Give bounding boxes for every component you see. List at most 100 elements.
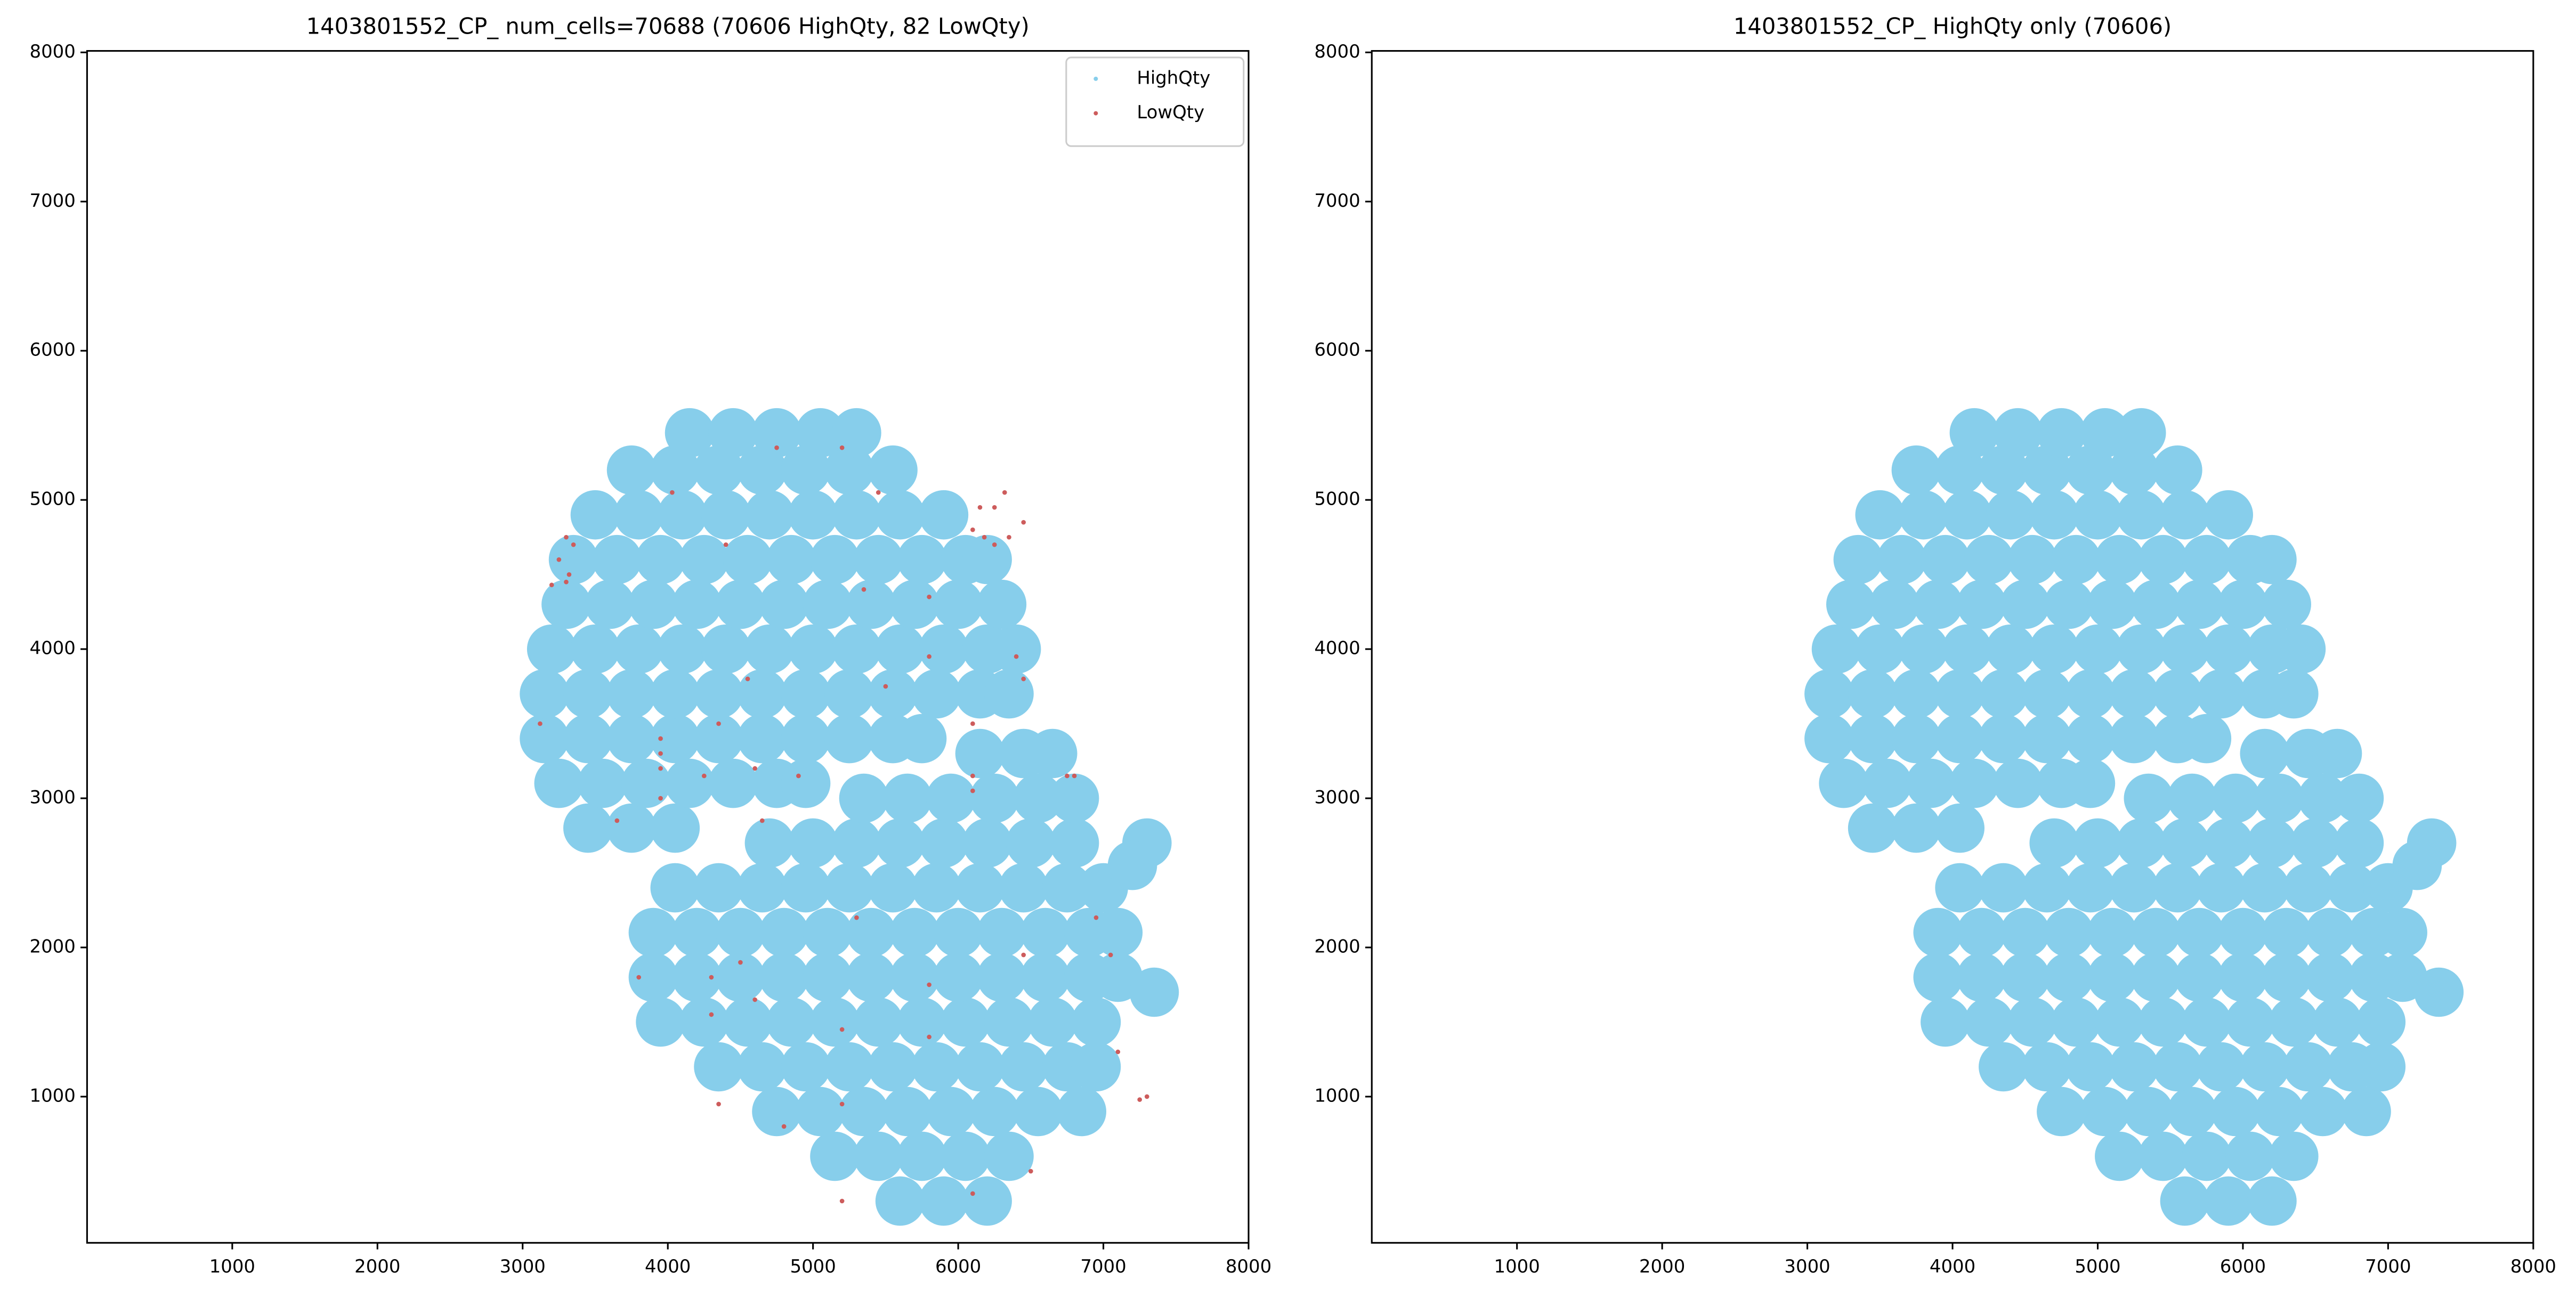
scatter-point (897, 714, 947, 764)
scatter-point (795, 408, 845, 458)
scatter-point (2204, 624, 2254, 674)
scatter-point (781, 758, 831, 808)
scatter-point (1979, 863, 2028, 913)
scatter-point (999, 1042, 1049, 1092)
scatter-point (999, 863, 1049, 913)
scatter-point (563, 714, 613, 764)
scatter-point (658, 490, 707, 540)
scatter-point (2276, 624, 2326, 674)
scatter-point (1137, 1097, 1142, 1102)
scatter-point (556, 557, 562, 562)
scatter-point (2211, 1087, 2261, 1137)
scatter-point (2124, 773, 2174, 823)
scatter-point (1020, 907, 1070, 958)
scatter-point (658, 624, 707, 674)
scatter-point (1979, 1042, 2028, 1092)
scatter-point (701, 773, 707, 779)
scatter-point (2029, 624, 2079, 674)
scatter-point (875, 1176, 925, 1226)
scatter-point (636, 997, 685, 1047)
scatter-point (1979, 445, 2028, 495)
legend: HighQty LowQty (1065, 56, 1245, 147)
scatter-point (2138, 1131, 2188, 1181)
scatter-point (694, 445, 743, 495)
scatter-point (737, 714, 787, 764)
scatter-point (2116, 490, 2166, 540)
scatter-point (723, 534, 773, 585)
scatter-point (1072, 773, 1077, 779)
scatter-point (745, 676, 750, 682)
scatter-point (984, 997, 1034, 1047)
scatter-point (1935, 863, 1984, 913)
scatter-point (2095, 997, 2144, 1047)
scatter-point (1957, 579, 2006, 629)
scatter-point (538, 721, 542, 726)
scatter-point (927, 1034, 931, 1040)
scatter-point (2131, 579, 2181, 629)
scatter-point (890, 952, 939, 1002)
scatter-point (890, 907, 939, 958)
scatter-point (2073, 490, 2123, 540)
scatter-point (716, 579, 765, 629)
scatter-point (2087, 952, 2137, 1002)
scatter-point (2312, 997, 2362, 1047)
scatter-point (2131, 907, 2181, 958)
scatter-point (977, 579, 1027, 629)
scatter-point (810, 997, 860, 1047)
scatter-point (846, 952, 896, 1002)
x-tick-label: 1000 (209, 1256, 255, 1277)
scatter-point (1049, 818, 1099, 868)
scatter-point (585, 579, 635, 629)
scatter-point (1108, 952, 1113, 958)
scatter-point (1027, 997, 1078, 1047)
scatter-point (694, 714, 743, 764)
scatter-point (970, 721, 975, 726)
scatter-point (955, 728, 1005, 779)
x-tick-label: 6000 (2220, 1256, 2266, 1277)
scatter-point (970, 788, 975, 793)
scatter-point (2167, 1087, 2217, 1137)
scatter-point (1869, 579, 1919, 629)
scatter-point (2414, 967, 2464, 1017)
scatter-point (984, 669, 1034, 719)
scatter-point (2065, 1042, 2116, 1092)
scatter-point (534, 758, 584, 808)
scatter-point (1848, 714, 1898, 764)
scatter-point (853, 1131, 903, 1181)
chart-title: 1403801552_CP_ num_cells=70688 (70606 Hi… (306, 13, 1030, 39)
scatter-point (1957, 907, 2006, 958)
scatter-point (578, 758, 627, 808)
scatter-point (927, 594, 931, 599)
scatter-point (2356, 1042, 2406, 1092)
scatter-point (566, 572, 572, 577)
scatter-point (658, 796, 663, 801)
scatter-point (919, 1176, 969, 1226)
x-tick-label: 7000 (2365, 1256, 2411, 1277)
scatter-point (570, 624, 620, 674)
scatter-point (1935, 445, 1984, 495)
scatter-point (1071, 997, 1121, 1047)
scatter-point (592, 534, 642, 585)
scatter-point (1993, 758, 2043, 808)
scatter-point (2182, 1131, 2232, 1181)
scatter-point (737, 1042, 787, 1092)
scatter-point (2305, 907, 2355, 958)
scatter-point (897, 1131, 947, 1181)
scatter-point (1013, 773, 1063, 823)
scatter-point (658, 766, 663, 771)
scatter-point (2109, 1042, 2159, 1092)
x-tick-label: 2000 (1639, 1256, 1685, 1277)
y-tick-label: 8000 (1314, 41, 1360, 62)
scatter-point (969, 1087, 1019, 1137)
scatter-point (839, 1027, 845, 1032)
scatter-point (1811, 624, 1861, 674)
scatter-point (549, 582, 554, 588)
scatter-point (868, 863, 918, 913)
scatter-point (977, 907, 1027, 958)
scatter-point (744, 490, 795, 540)
scatter-point (606, 714, 657, 764)
scatter-point (1899, 624, 1948, 674)
scatter-point (541, 579, 591, 629)
scatter-point (752, 408, 801, 458)
